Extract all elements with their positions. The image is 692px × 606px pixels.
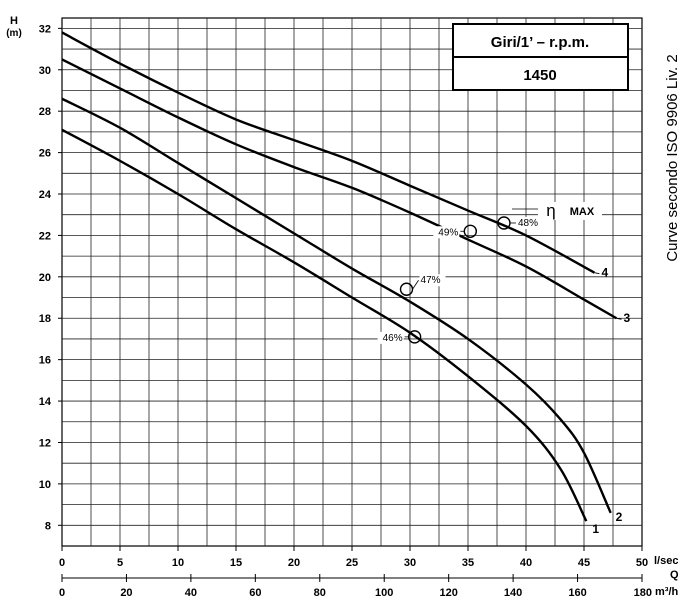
x-tick-label-m3h: 180 <box>634 587 652 599</box>
x-tick-label-lsec: 5 <box>117 557 123 569</box>
x-tick-label-m3h: 40 <box>185 587 197 599</box>
x-tick-label-lsec: 0 <box>59 557 65 569</box>
legend-header: Giri/1’ – r.p.m. <box>491 34 589 51</box>
y-tick-label: 30 <box>39 65 51 77</box>
efficiency-label-bg <box>433 226 460 239</box>
x-tick-label-m3h: 20 <box>120 587 132 599</box>
efficiency-leader <box>412 280 419 290</box>
x-axis-unit-lsec: l/sec <box>654 555 678 567</box>
y-tick-label: 12 <box>39 437 51 449</box>
series-layer: 1 2 3 4 <box>61 31 630 536</box>
efficiency-label: 47% <box>421 275 441 286</box>
curve-label-4: 4 <box>601 266 608 280</box>
curve-label-3: 3 <box>623 311 630 325</box>
y-tick-label: 20 <box>39 272 51 284</box>
x-axis-unit-m3h: m³/h <box>655 586 679 598</box>
efficiency-label: 49% <box>438 227 458 238</box>
x-tick-label-m3h: 120 <box>439 587 457 599</box>
y-tick-label: 32 <box>39 23 51 35</box>
eta-max-label: MAX <box>570 206 595 218</box>
y-tick-label: 18 <box>39 313 51 325</box>
x-tick-label-m3h: 0 <box>59 587 65 599</box>
efficiency-label-bg <box>377 331 404 344</box>
axis-labels: H (m) l/sec Q m³/h Curve secondo ISO 990… <box>6 15 681 598</box>
x-tick-label-lsec: 40 <box>520 557 532 569</box>
curve-label-2: 2 <box>616 510 623 524</box>
x-tick-label-lsec: 45 <box>578 557 590 569</box>
x-tick-label-m3h: 100 <box>375 587 393 599</box>
y-tick-label: 16 <box>39 355 51 367</box>
y-tick-label: 8 <box>45 520 51 532</box>
y-tick-label: 22 <box>39 230 51 242</box>
curve-3 <box>61 58 618 320</box>
y-tick-label: 28 <box>39 106 51 118</box>
grid <box>61 17 643 547</box>
legend-value: 1450 <box>523 67 556 84</box>
y-axis-unit: (m) <box>6 28 22 39</box>
x-tick-label-lsec: 50 <box>636 557 648 569</box>
eta-symbol: η <box>546 201 555 220</box>
x-tick-label-lsec: 25 <box>346 557 358 569</box>
curve-2 <box>61 97 612 514</box>
curve-4 <box>61 31 596 274</box>
y-tick-label: 10 <box>39 479 51 491</box>
y-tick-label: 26 <box>39 148 51 160</box>
curve-label-1: 1 <box>592 522 599 536</box>
legend-box: Giri/1’ – r.p.m. 1450 <box>452 23 629 91</box>
efficiency-points-layer: 46% 47% 49% 48% <box>377 202 602 344</box>
efficiency-label: 48% <box>518 218 538 229</box>
efficiency-label: 46% <box>383 333 403 344</box>
x-axis-label-q: Q <box>670 569 679 581</box>
eta-label-bg <box>538 202 602 220</box>
efficiency-label-bg <box>516 216 543 229</box>
curve-label-leader <box>616 317 622 320</box>
curve-1 <box>61 128 588 522</box>
side-note: Curve secondo ISO 9906 Liv. 2 <box>664 54 681 261</box>
efficiency-label-bg <box>419 274 446 287</box>
x-tick-label-lsec: 35 <box>462 557 474 569</box>
x-tick-label-m3h: 140 <box>504 587 522 599</box>
x-tick-label-lsec: 30 <box>404 557 416 569</box>
y-axis-label: H <box>10 15 18 27</box>
x-tick-label-lsec: 20 <box>288 557 300 569</box>
x-tick-label-lsec: 15 <box>230 557 242 569</box>
x-tick-label-m3h: 60 <box>249 587 261 599</box>
y-tick-label: 14 <box>39 396 52 408</box>
x-tick-label-lsec: 10 <box>172 557 184 569</box>
y-tick-label: 24 <box>39 189 52 201</box>
curve-label-leader <box>594 272 600 275</box>
x-tick-label-m3h: 160 <box>568 587 586 599</box>
x-tick-label-m3h: 80 <box>314 587 326 599</box>
